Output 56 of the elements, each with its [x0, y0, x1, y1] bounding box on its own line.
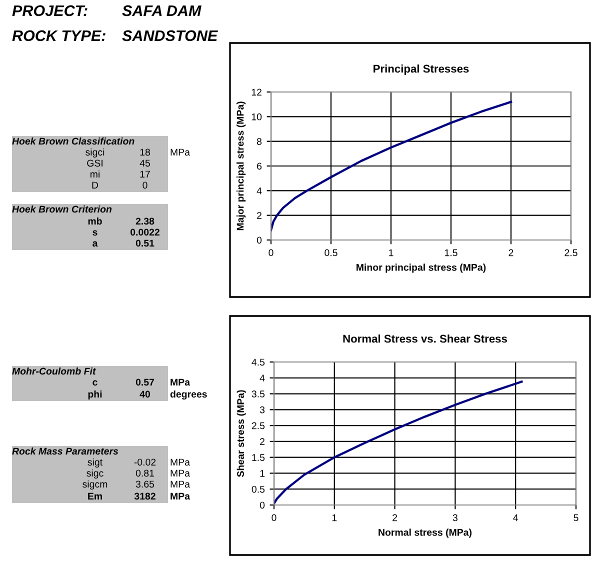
- x-tick-label: 2.5: [564, 249, 578, 256]
- text: c 0.57 MPa: [92, 378, 190, 386]
- text: Mohr-Coulomb Fit: [12, 367, 96, 375]
- chart-title: Principal Stresses: [374, 64, 469, 75]
- text: s 0.0022: [92, 228, 160, 236]
- x-tick-label: 1: [332, 514, 337, 522]
- y-tick-label: 2: [260, 438, 264, 445]
- text: a 0.51: [92, 240, 154, 247]
- y-axis-title: Shear stress (MPa): [236, 390, 246, 477]
- x-axis-title: Minor principal stress (MPa): [356, 264, 486, 273]
- text: PROJECT: SAFA DAM: [12, 5, 202, 16]
- x-tick-label: 4: [513, 514, 518, 522]
- text: Em 3182 MPa: [88, 492, 190, 500]
- y-tick-label: 4: [260, 374, 265, 382]
- text: Hoek Brown Criterion: [12, 205, 112, 213]
- text: Rock Mass Parameters: [12, 447, 118, 455]
- y-tick-label: 0: [256, 236, 262, 244]
- text: ROCK TYPE: SANDSTONE: [12, 30, 218, 42]
- y-tick-label: 6: [257, 162, 262, 170]
- text: sigt -0.02 MPa: [88, 458, 190, 468]
- text: sigci 18 MPa: [86, 148, 190, 158]
- x-tick-label: 0: [268, 249, 274, 256]
- text: Hoek Brown Classification: [12, 137, 134, 145]
- y-tick-label: 3.5: [252, 390, 265, 398]
- text: sigc 0.81 MPa: [86, 469, 190, 479]
- y-tick-label: 1.5: [252, 454, 265, 461]
- text: phi 40 degrees: [88, 390, 207, 400]
- line-series: [274, 380, 523, 505]
- y-tick-label: 2: [257, 212, 262, 219]
- y-tick-label: 2.5: [252, 422, 265, 430]
- y-tick-label: 8: [256, 138, 262, 145]
- text: mb 2.38: [88, 217, 154, 225]
- y-tick-label: 3: [260, 406, 265, 414]
- text: GSI 45: [87, 160, 150, 167]
- y-tick-label: 4: [256, 188, 262, 194]
- y-axis-title: Major principal stress (MPa): [236, 102, 246, 230]
- x-tick-label: 1: [389, 249, 394, 256]
- text: mi 17: [90, 170, 150, 178]
- text: D 0: [92, 182, 148, 189]
- line-series: [271, 100, 512, 232]
- x-tick-label: 0.5: [324, 249, 338, 256]
- x-tick-label: 1.5: [444, 249, 458, 256]
- chart-title: Normal Stress vs. Shear Stress: [343, 334, 507, 343]
- x-tick-label: 2: [392, 514, 398, 522]
- y-tick-label: 4.5: [252, 358, 265, 366]
- y-tick-label: 12: [252, 88, 262, 96]
- y-tick-label: 10: [252, 113, 262, 120]
- x-tick-label: 5: [574, 514, 578, 522]
- text: sigcm 3.65 MPa: [82, 480, 190, 490]
- x-tick-label: 3: [452, 514, 458, 522]
- x-tick-label: 2: [508, 249, 514, 256]
- y-tick-label: 1: [260, 470, 264, 477]
- x-axis-title: Normal stress (MPa): [378, 528, 472, 538]
- x-tick-label: 0: [272, 514, 276, 522]
- y-tick-label: 0: [260, 502, 265, 509]
- y-tick-label: 0.5: [252, 486, 265, 493]
